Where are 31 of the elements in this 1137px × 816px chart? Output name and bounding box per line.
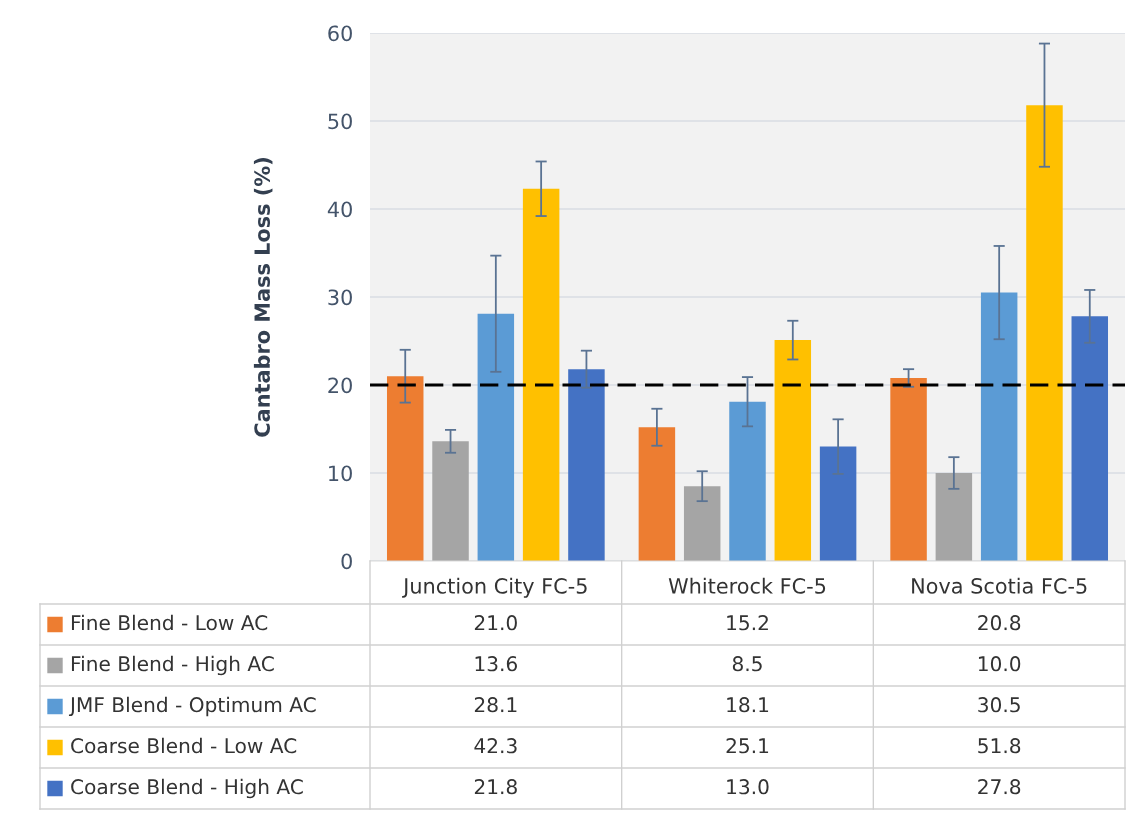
data-label: 18.1: [727, 697, 769, 713]
data-label: 28.1: [474, 697, 517, 713]
data-label: 13.6: [475, 656, 517, 672]
y-tick-label: 20: [328, 377, 352, 394]
legend-label: JMF Blend - Optimum AC: [68, 696, 316, 717]
x-tick-label: Junction City FC-5: [402, 577, 587, 598]
data-label: 42.3: [474, 738, 517, 754]
data-label: 10.0: [978, 656, 1021, 672]
x-tick-label: Whiterock FC-5: [668, 577, 826, 594]
data-label: 21.8: [474, 779, 517, 795]
y-tick-label: 0: [341, 553, 352, 570]
data-label: 21.0: [474, 615, 517, 631]
data-label: 15.2: [727, 615, 768, 631]
data-label: 20.8: [978, 615, 1021, 631]
legend-label: Fine Blend - High AC: [71, 655, 274, 676]
data-label: 27.8: [978, 779, 1021, 795]
data-label: 25.1: [726, 738, 769, 754]
y-tick-label: 30: [328, 289, 352, 306]
x-tick-label: Nova Scotia FC-5: [912, 577, 1087, 594]
y-tick-label: 50: [328, 113, 352, 130]
data-label: 13.0: [727, 779, 769, 795]
legend-label: Fine Blend - Low AC: [71, 614, 268, 631]
data-label: 51.8: [978, 738, 1021, 754]
legend-label: Coarse Blend - High AC: [71, 778, 303, 799]
y-tick-label: 10: [329, 465, 352, 482]
y-tick-label: 40: [327, 201, 352, 218]
data-label: 30.5: [978, 697, 1020, 713]
y-tick-label: 60: [328, 25, 352, 42]
y-axis-title: Cantabro Mass Loss (%): [253, 158, 273, 437]
legend-label: Coarse Blend - Low AC: [71, 737, 297, 754]
data-label: 8.5: [732, 656, 762, 672]
